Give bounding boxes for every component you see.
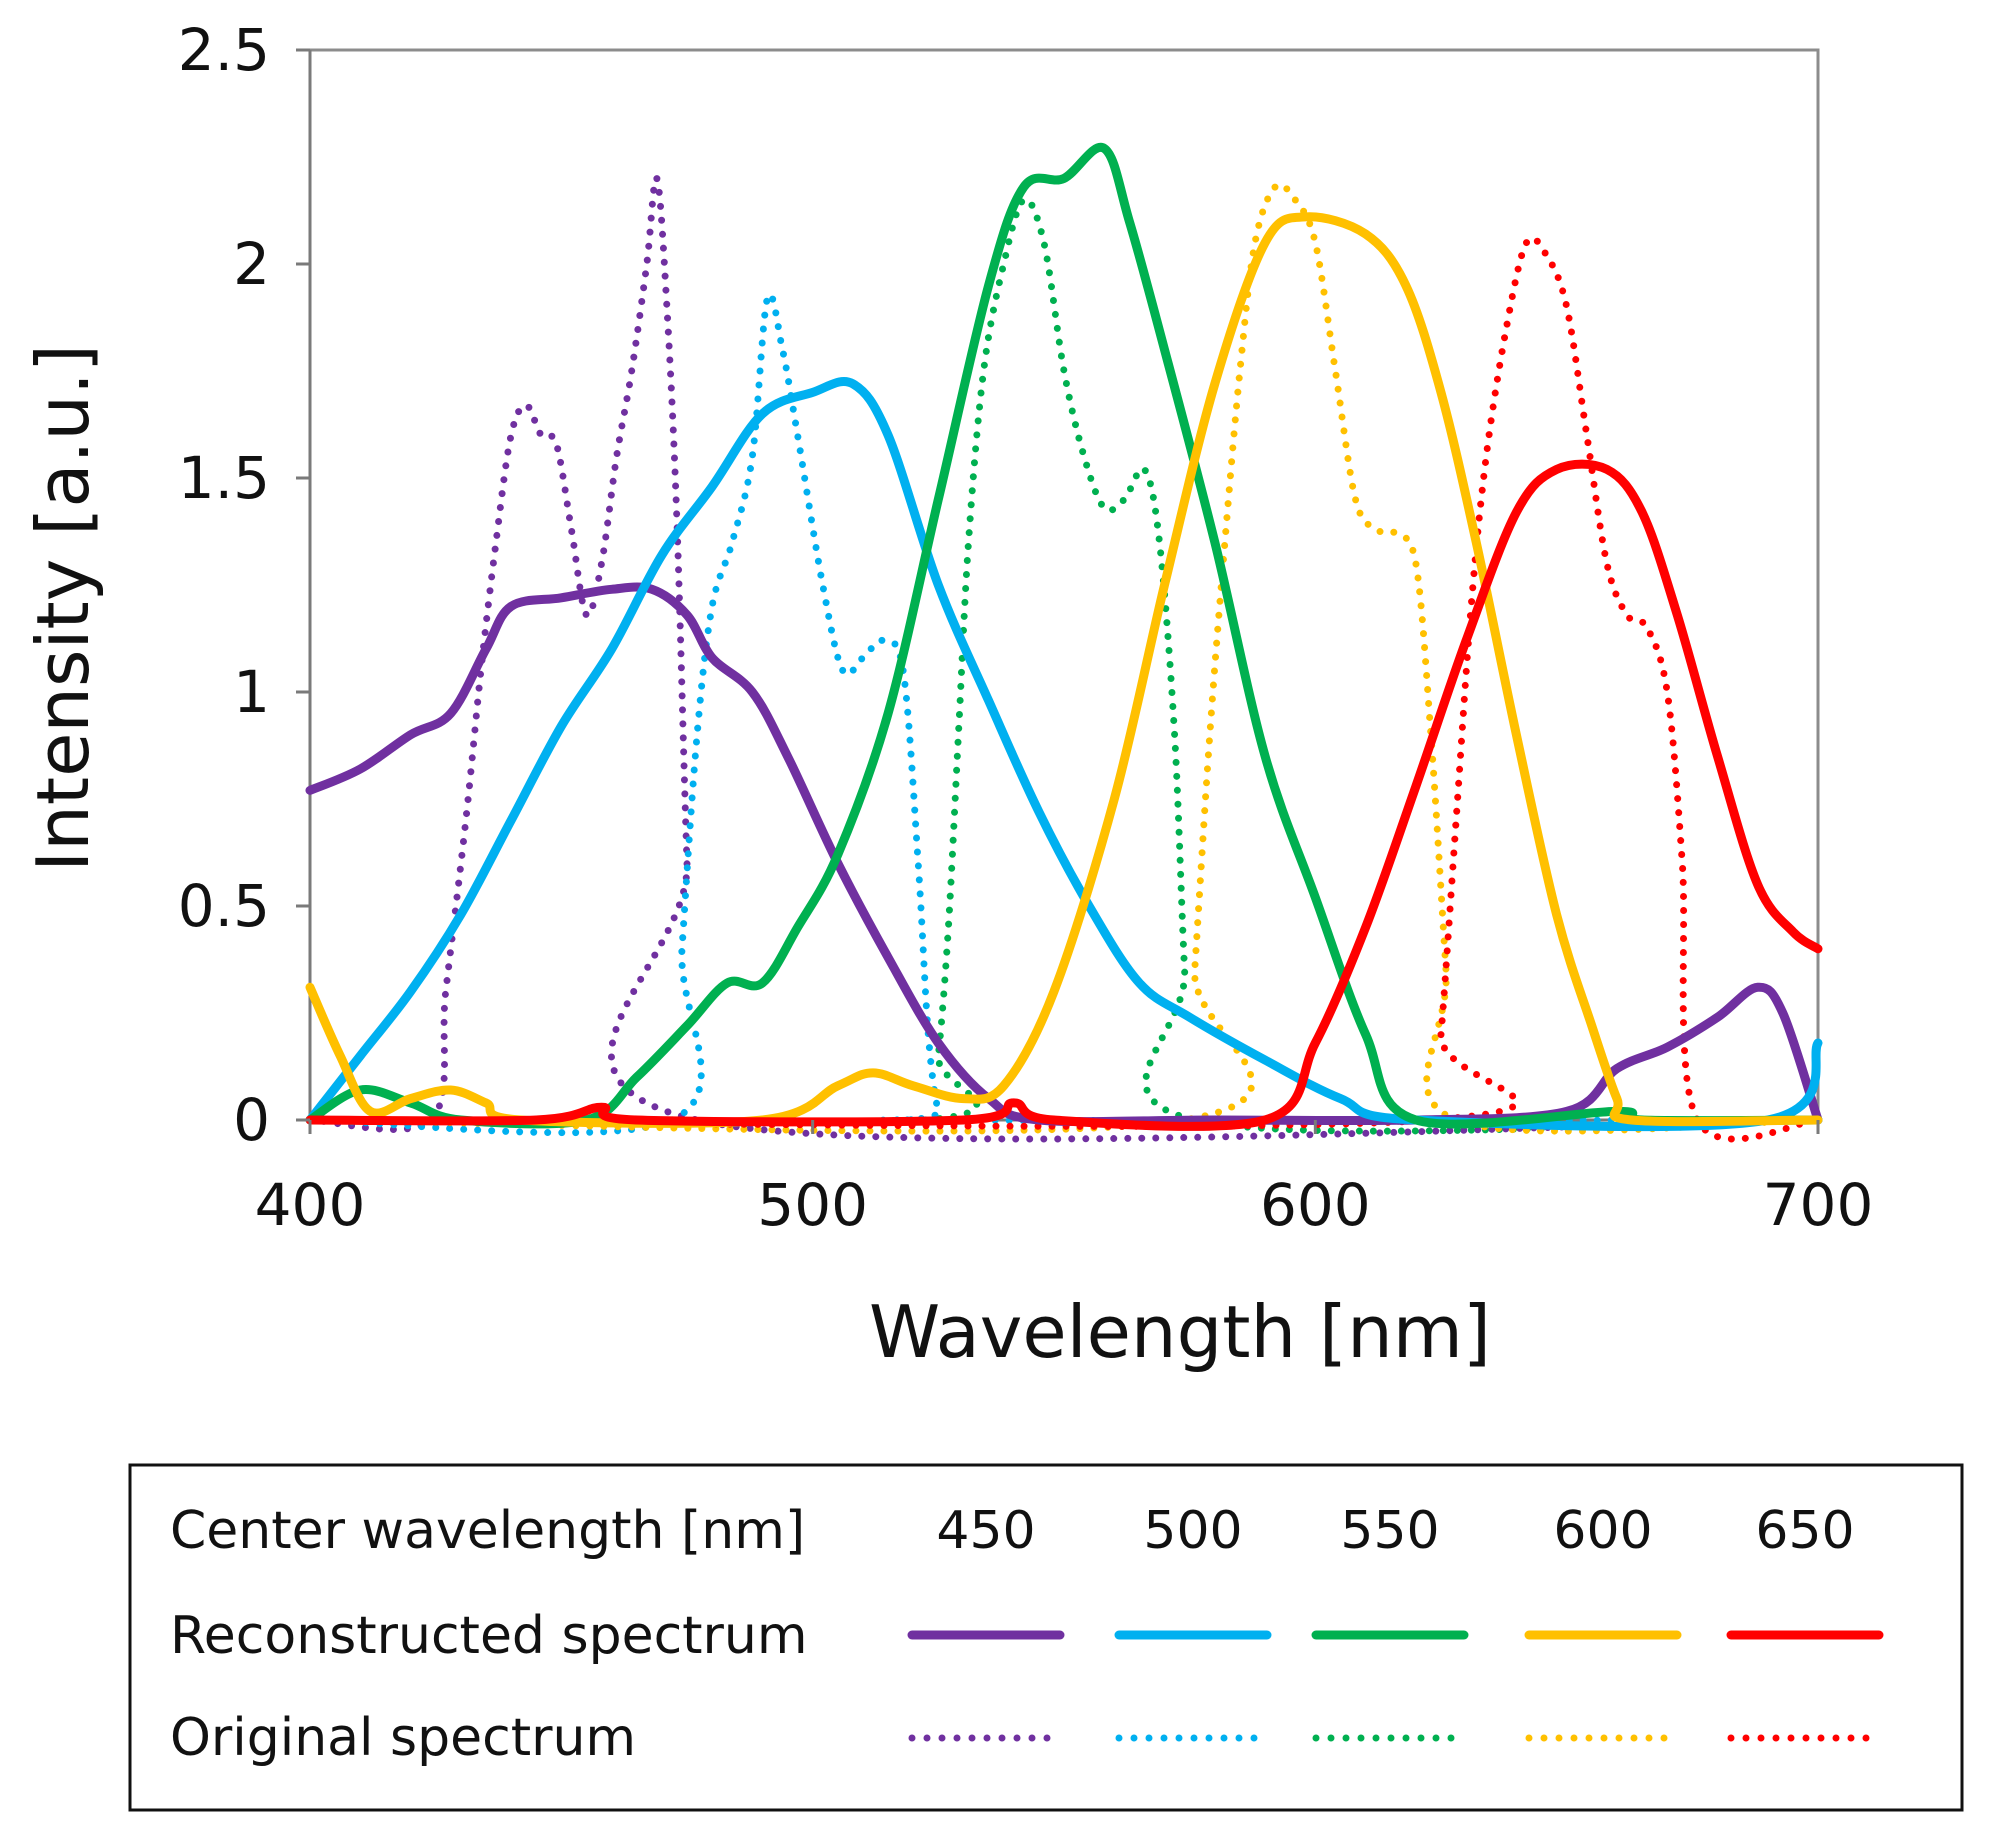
reconstructed-line-600: [305, 212, 1823, 1128]
reconstructed-line-500: [305, 376, 1823, 1132]
reconstructed-line-650: [305, 459, 1823, 1131]
x-tick-label: 500: [757, 1171, 868, 1239]
legend-entries: 450 500 550 600 650: [907, 1501, 1884, 1742]
legend-center-600: 600: [1553, 1501, 1652, 1561]
y-tick-label: 2: [233, 230, 270, 298]
x-tick-label: 700: [1763, 1171, 1874, 1239]
original-line-600: [306, 181, 1822, 1135]
y-tick-label: 2.5: [178, 16, 270, 84]
legend-center-550: 550: [1340, 1501, 1439, 1561]
legend-center-500: 500: [1143, 1501, 1242, 1561]
original-line-550: [306, 195, 1822, 1135]
x-tick-label: 600: [1260, 1171, 1371, 1239]
tick-layer: 0 0.5 1 1.5 2 2.5 400 500 600 700: [178, 16, 1874, 1239]
y-tick-label: 1.5: [178, 444, 270, 512]
y-tick-label: 1: [233, 658, 270, 726]
reconstructed-line-450: [305, 582, 1823, 1127]
legend-header-label: Center wavelength [nm]: [170, 1501, 805, 1561]
legend-original-label: Original spectrum: [170, 1708, 636, 1768]
legend-center-650: 650: [1755, 1501, 1854, 1561]
y-tick-label: 0: [233, 1086, 270, 1154]
x-tick-label: 400: [255, 1171, 366, 1239]
legend-center-450: 450: [936, 1501, 1035, 1561]
y-tick-label: 0.5: [178, 872, 270, 940]
legend: Center wavelength [nm] Reconstructed spe…: [128, 1463, 1964, 1812]
original-line-450: [306, 174, 1822, 1143]
y-axis-title: Intensity [a.u.]: [21, 344, 105, 872]
legend-reconstructed-label: Reconstructed spectrum: [170, 1606, 808, 1666]
reconstructed-line-550: [305, 143, 1823, 1129]
original-line-650: [306, 234, 1822, 1143]
series-layer: [305, 143, 1823, 1143]
x-axis-title: Wavelength [nm]: [869, 1290, 1491, 1374]
